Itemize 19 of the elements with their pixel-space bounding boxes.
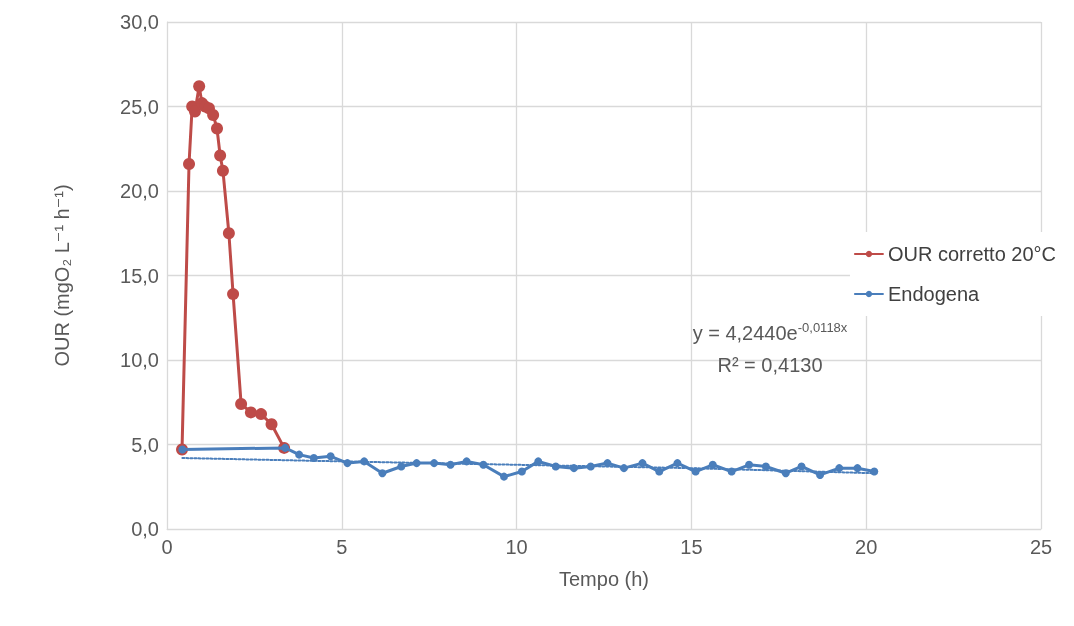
y-tick-label: 20,0 — [120, 180, 159, 202]
x-tick-label: 0 — [161, 536, 173, 558]
legend-label: Endogena — [887, 283, 981, 305]
y-axis-title: OUR (mgO₂ L⁻¹ h⁻¹) — [51, 184, 73, 367]
x-tick-label: 25 — [1029, 536, 1053, 558]
annotation: y = 4,2440e$^{-0,0118x}$ — [691, 319, 849, 346]
x-axis-title: Tempo (h) — [558, 568, 650, 590]
x-tick-label: 10 — [505, 536, 528, 558]
y-tick-label: 15,0 — [120, 264, 159, 287]
x-tick-label: 5 — [336, 536, 348, 558]
annotation: R² = 0,4130 — [716, 352, 824, 378]
x-tick-label: 20 — [855, 536, 878, 558]
x-tick-label: 15 — [680, 536, 703, 558]
legend-label: OUR corretto 20°C — [887, 243, 1056, 265]
y-tick-label: 25,0 — [120, 95, 159, 118]
y-tick-label: 10,0 — [120, 349, 159, 371]
y-tick-label: 5,0 — [131, 433, 159, 456]
y-tick-label: 0,0 — [131, 518, 159, 540]
y-tick-label: 30,0 — [120, 11, 159, 33]
